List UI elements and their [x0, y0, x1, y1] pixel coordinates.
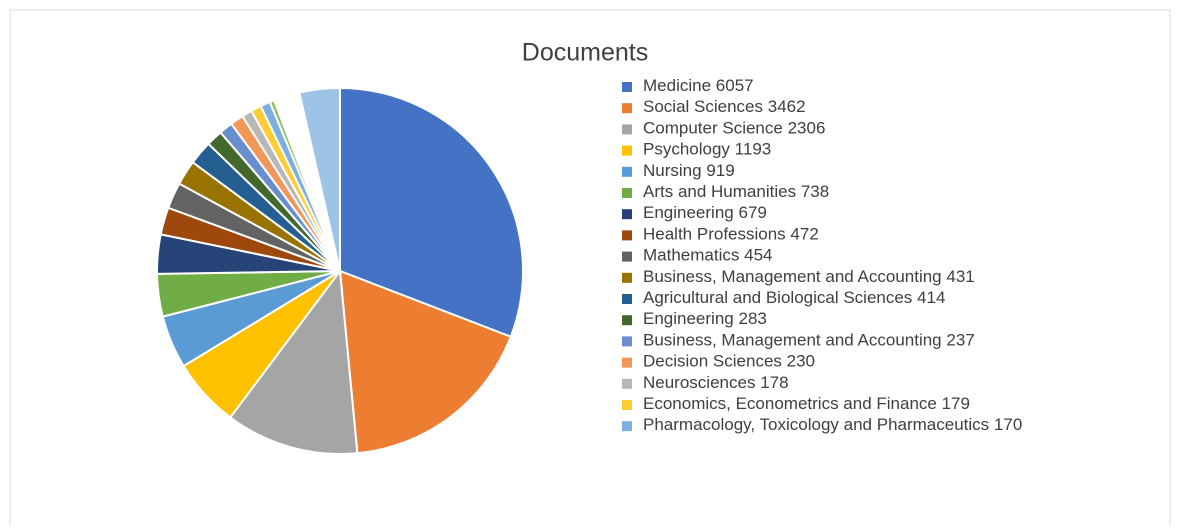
legend-category: Psychology [643, 140, 730, 159]
legend-swatch [622, 188, 632, 198]
legend-value: 2306 [788, 119, 826, 138]
legend-swatch [622, 230, 632, 241]
legend-category: Economics, Econometrics and Finance [643, 394, 937, 413]
legend-value: 414 [917, 288, 945, 307]
legend-category: Engineering [643, 310, 734, 329]
legend-value: 178 [760, 373, 788, 392]
legend-label: Computer Science 2306 [643, 119, 825, 138]
legend-category: Social Sciences [643, 98, 763, 117]
legend-category: Engineering [643, 204, 734, 223]
legend-label: Business, Management and Accounting 237 [643, 331, 975, 350]
legend-swatch [622, 357, 632, 368]
legend-value: 3462 [768, 98, 806, 117]
legend-swatch [622, 336, 632, 347]
legend-category: Arts and Humanities [643, 182, 796, 201]
legend-value: 679 [738, 204, 766, 223]
legend-value: 179 [942, 394, 970, 413]
legend-swatch [622, 294, 632, 304]
legend-category: Business, Management and Accounting [643, 267, 942, 286]
legend-value: 472 [790, 225, 818, 244]
legend-category: Computer Science [643, 119, 783, 138]
legend-label: Engineering 679 [643, 204, 767, 223]
pie-slice [298, 86, 341, 272]
legend-swatch [622, 209, 632, 220]
legend-label: Agricultural and Biological Sciences 414 [643, 288, 945, 307]
legend-label: Engineering 283 [643, 310, 767, 329]
legend-category: Pharmacology, Toxicology and Pharmaceuti… [643, 416, 989, 435]
legend-value: 170 [994, 416, 1022, 435]
legend-value: 1193 [735, 140, 772, 159]
legend-value: 230 [787, 352, 815, 371]
legend-label: Psychology 1193 [643, 140, 771, 159]
legend-category: Health Professions [643, 225, 786, 244]
legend-category: Neurosciences [643, 373, 755, 392]
legend-swatch [622, 378, 632, 389]
legend-category: Nursing [643, 161, 702, 180]
legend-label: Arts and Humanities 738 [643, 182, 829, 201]
chart-title: Documents [522, 39, 648, 67]
legend-swatch [622, 124, 632, 135]
legend-swatch [622, 103, 632, 114]
legend-value: 738 [801, 182, 829, 201]
legend-swatch [622, 315, 632, 326]
legend-label: Pharmacology, Toxicology and Pharmaceuti… [643, 416, 1022, 435]
legend-category: Business, Management and Accounting [643, 331, 942, 350]
legend-label: Neurosciences 178 [643, 373, 789, 392]
legend-label: Business, Management and Accounting 431 [643, 267, 975, 286]
pie-slice [339, 86, 524, 339]
legend-swatch [622, 272, 632, 283]
legend-value: 283 [738, 310, 766, 329]
legend-swatch [622, 400, 632, 410]
legend-label: Decision Sciences 230 [643, 352, 815, 371]
legend-label: Medicine 6057 [643, 76, 754, 95]
legend-swatch [622, 166, 632, 177]
legend-category: Agricultural and Biological Sciences [643, 288, 912, 307]
legend-category: Decision Sciences [643, 352, 782, 371]
legend-value: 919 [706, 161, 734, 180]
pie-slice [338, 269, 513, 455]
legend-category: Mathematics [643, 246, 739, 265]
legend-label: Health Professions 472 [643, 225, 819, 244]
legend-swatch [622, 421, 632, 432]
legend-value: 431 [946, 267, 974, 286]
legend-label: Nursing 919 [643, 161, 735, 180]
legend-swatch [622, 251, 632, 262]
legend-value: 237 [946, 331, 974, 350]
legend-value: 6057 [716, 76, 754, 95]
legend-label: Social Sciences 3462 [643, 98, 806, 117]
pie-slice [228, 268, 359, 455]
legend-value: 454 [744, 246, 772, 265]
legend-swatch [622, 145, 632, 156]
legend-label: Economics, Econometrics and Finance 179 [643, 394, 970, 413]
legend-label: Mathematics 454 [643, 246, 772, 265]
legend-category: Medicine [643, 76, 711, 95]
legend-swatch [622, 82, 632, 92]
